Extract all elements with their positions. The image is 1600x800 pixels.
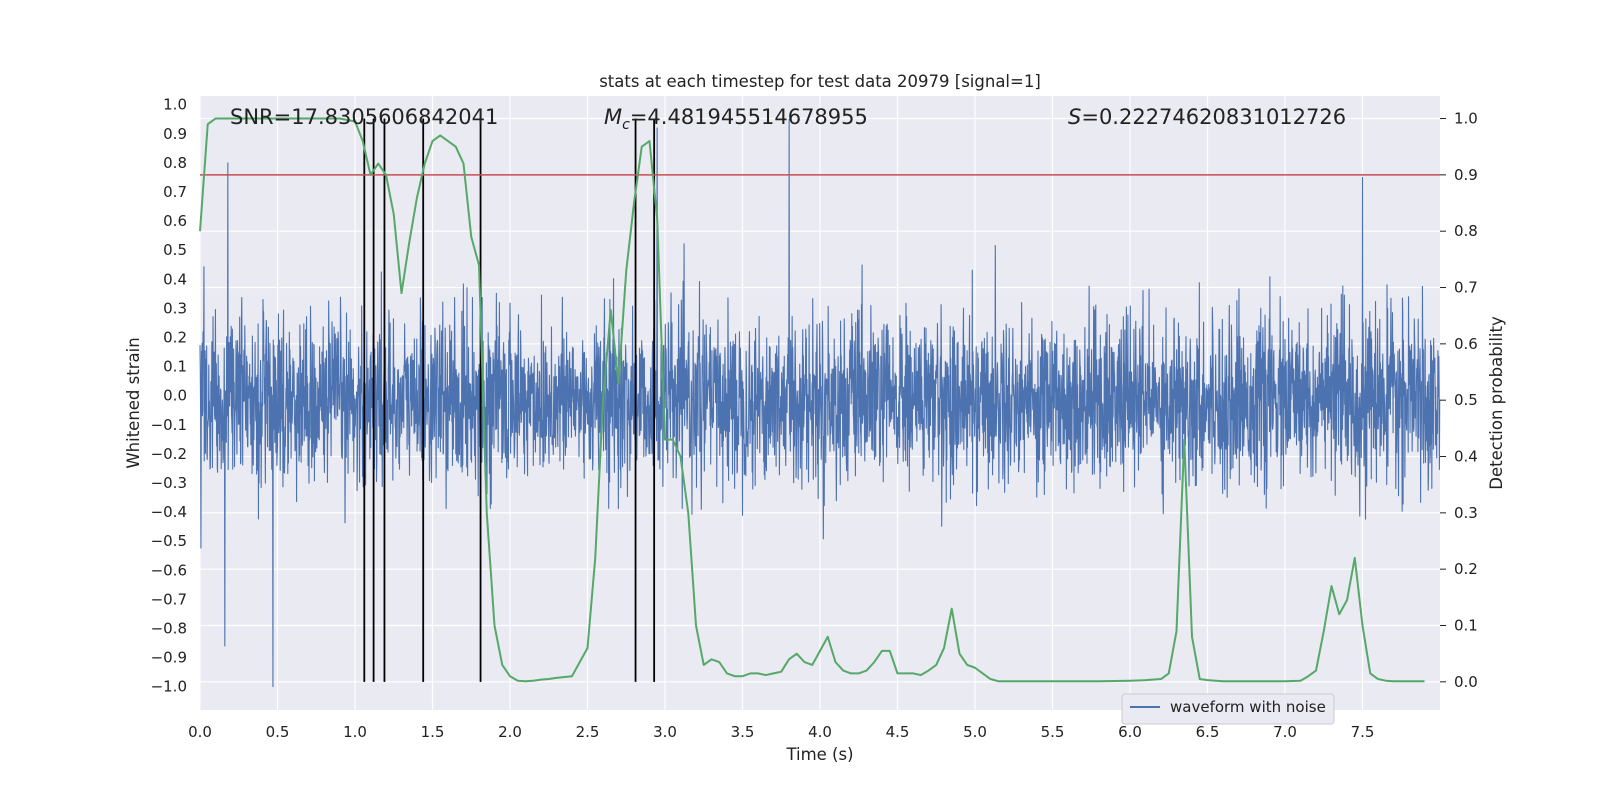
- legend-label-waveform: waveform with noise: [1170, 698, 1326, 716]
- snr-annotation: SNR=17.8305606842041: [230, 105, 498, 129]
- right-tick-label: 0.8: [1454, 222, 1478, 240]
- chirp-mass-value: =4.481945514678955: [630, 105, 868, 129]
- left-tick-label: 0.5: [163, 241, 187, 259]
- left-tick-label: 0.3: [163, 299, 187, 317]
- x-tick-label: 7.5: [1351, 723, 1375, 741]
- left-tick-label: 0.6: [163, 212, 187, 230]
- left-tick-label: −0.7: [151, 590, 187, 608]
- x-ticks: 0.0 0.5 1.0 1.5 2.0 2.5 3.0 3.5 4.0 4.5 5.0 5.5 6.0 6…: [188, 723, 1374, 741]
- waveform-series: [199, 118, 1441, 688]
- s-annotation: S=0.22274620831012726: [1068, 105, 1346, 129]
- x-tick-label: 3.5: [731, 723, 755, 741]
- left-tick-label: 0.9: [163, 125, 187, 143]
- left-tick-label: −0.8: [151, 620, 187, 638]
- right-tick-label: 0.4: [1454, 448, 1478, 466]
- detection-probability-series: [199, 117, 1425, 683]
- x-tick-label: 0.5: [266, 723, 290, 741]
- left-tick-label: −0.9: [151, 649, 187, 667]
- left-tick-label: 0.4: [163, 270, 187, 288]
- x-tick-label: 5.5: [1041, 723, 1065, 741]
- x-tick-label: 2.5: [576, 723, 600, 741]
- right-tick-label: 0.5: [1454, 391, 1478, 409]
- chirp-mass-subscript: c: [622, 117, 630, 133]
- left-tick-label: 0.8: [163, 154, 187, 172]
- x-tick-label: 0.0: [188, 723, 212, 741]
- detection-probability-line: [199, 117, 1425, 683]
- left-tick-label: −0.3: [151, 474, 187, 492]
- chirp-mass-annotation: Mc=4.481945514678955: [604, 105, 868, 133]
- waveform-line: [199, 118, 1441, 688]
- left-tick-label: −0.2: [151, 445, 187, 463]
- left-y-axis-label: Whitened strain: [124, 337, 143, 468]
- chart-title: stats at each timestep for test data 209…: [599, 72, 1041, 91]
- s-symbol: S: [1068, 105, 1081, 129]
- right-tick-label: 0.1: [1454, 617, 1478, 635]
- right-tick-label: 0.2: [1454, 560, 1478, 578]
- left-tick-label: 1.0: [163, 96, 187, 114]
- right-ticks: 1.0 0.9 0.8 0.7 0.6 0.5 0.4 0.3 0.2 0.1 0.0: [1440, 110, 1478, 691]
- s-value: =0.22274620831012726: [1081, 105, 1346, 129]
- left-tick-label: −1.0: [151, 678, 187, 696]
- left-tick-label: −0.5: [151, 532, 187, 550]
- x-tick-label: 5.0: [963, 723, 987, 741]
- left-tick-label: 0.2: [163, 329, 187, 347]
- left-tick-label: 0.7: [163, 183, 187, 201]
- legend: waveform with noise: [1121, 693, 1335, 725]
- right-tick-label: 0.6: [1454, 335, 1478, 353]
- x-tick-label: 6.0: [1118, 723, 1142, 741]
- left-ticks: 1.0 0.9 0.8 0.7 0.6 0.5 0.4 0.3 0.2 0.1 0.0 −0.1 −0.…: [151, 96, 187, 696]
- x-tick-label: 1.5: [421, 723, 445, 741]
- vertical-lines: [363, 118, 656, 682]
- x-tick-label: 4.5: [886, 723, 910, 741]
- x-tick-label: 2.0: [498, 723, 522, 741]
- x-tick-label: 4.0: [808, 723, 832, 741]
- right-tick-label: 1.0: [1454, 110, 1478, 128]
- left-tick-label: 0.0: [163, 387, 187, 405]
- right-y-axis-label: Detection probability: [1487, 316, 1506, 490]
- chirp-mass-symbol: M: [604, 105, 622, 129]
- x-tick-label: 7.0: [1273, 723, 1297, 741]
- x-tick-label: 3.0: [653, 723, 677, 741]
- legend-box: [1121, 693, 1335, 725]
- left-tick-label: −0.4: [151, 503, 187, 521]
- left-tick-label: −0.1: [151, 416, 187, 434]
- right-tick-label: 0.7: [1454, 279, 1478, 297]
- x-tick-label: 1.0: [343, 723, 367, 741]
- left-tick-label: −0.6: [151, 561, 187, 579]
- right-tick-label: 0.3: [1454, 504, 1478, 522]
- right-tick-label: 0.9: [1454, 166, 1478, 184]
- left-tick-label: 0.1: [163, 358, 187, 376]
- right-tick-label: 0.0: [1454, 673, 1478, 691]
- x-axis-label: Time (s): [785, 745, 853, 764]
- x-tick-label: 6.5: [1196, 723, 1220, 741]
